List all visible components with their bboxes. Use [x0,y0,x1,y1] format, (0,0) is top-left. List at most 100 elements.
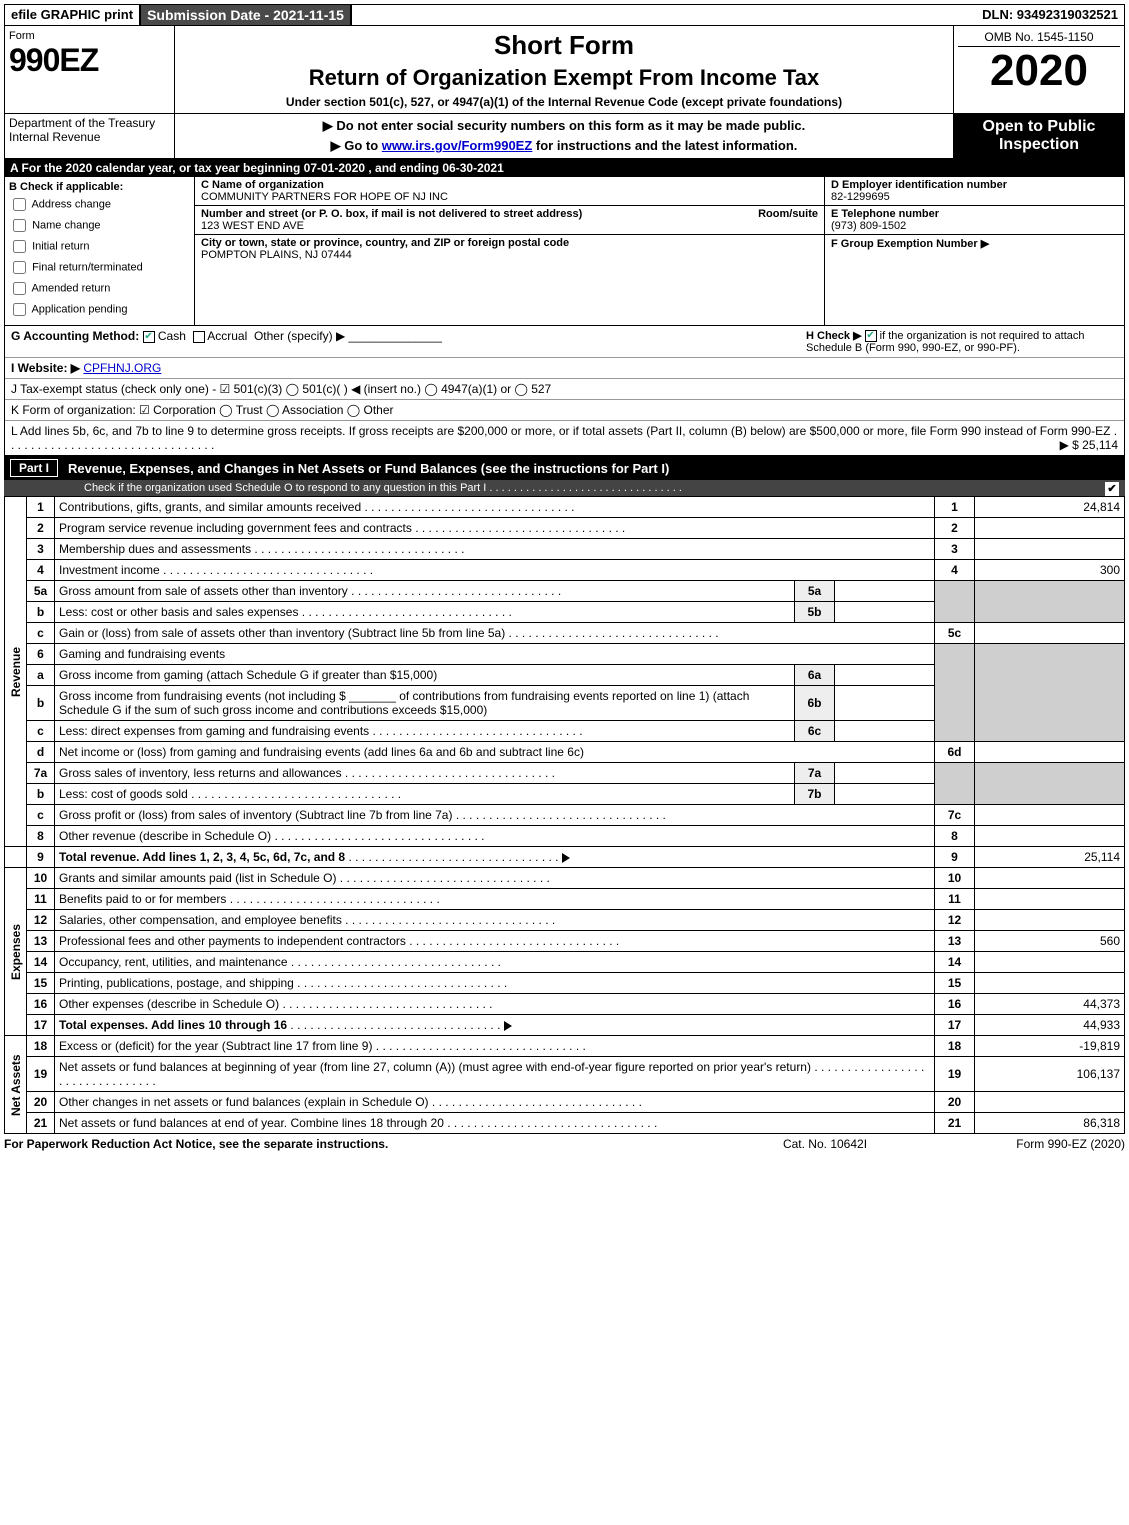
ln-7b-boxval [835,784,935,805]
ln-6c-desc: Less: direct expenses from gaming and fu… [59,724,369,738]
ssn-warning: ▶ Do not enter social security numbers o… [179,118,949,134]
short-form-title: Short Form [181,30,947,61]
ln-5c-num: 5c [935,623,975,644]
open-to-public: Open to Public Inspection [954,114,1124,158]
ln-6-greycol [935,644,975,742]
l-text: L Add lines 5b, 6c, and 7b to line 9 to … [11,424,1110,438]
ln-13-amt: 560 [975,931,1125,952]
revenue-section-label: Revenue [5,497,27,847]
street: 123 WEST END AVE [201,220,304,232]
ln-5c-amt [975,623,1125,644]
chk-amended-return[interactable]: Amended return [9,279,190,298]
ln-16-num: 16 [935,994,975,1015]
col-de: D Employer identification number 82-1299… [824,177,1124,325]
ln-6b-box: 6b [795,686,835,721]
form-header: Form 990EZ Short Form Return of Organiza… [4,26,1125,114]
topbar-spacer [352,5,976,25]
g-cash-check[interactable] [143,331,155,343]
g-accrual-check[interactable] [193,331,205,343]
ln-15-num: 15 [935,973,975,994]
header-right: OMB No. 1545-1150 2020 [954,26,1124,113]
ln-6-desc: Gaming and fundraising events [55,644,935,665]
h-check[interactable] [865,330,877,342]
ln-12-num: 12 [935,910,975,931]
part1-schedule-o-check[interactable]: ✔ [1105,482,1119,496]
efile-print-button[interactable]: efile GRAPHIC print [5,5,141,25]
chk-application-pending[interactable]: Application pending [9,300,190,319]
ln-9: 9 [27,847,55,868]
ln-21-desc: Net assets or fund balances at end of ye… [59,1116,444,1130]
ln-10-num: 10 [935,868,975,889]
chk-name-change[interactable]: Name change [9,216,190,235]
room-label: Room/suite [758,208,818,220]
ln-5a-boxval [835,581,935,602]
page-footer: For Paperwork Reduction Act Notice, see … [4,1134,1125,1154]
tax-year: 2020 [958,49,1120,93]
ln-9-desc: Total revenue. Add lines 1, 2, 3, 4, 5c,… [59,850,345,864]
ln-14-desc: Occupancy, rent, utilities, and maintena… [59,955,288,969]
part1-header: Part I Revenue, Expenses, and Changes in… [4,456,1125,480]
ln-18-amt: -19,819 [975,1036,1125,1057]
ln-7a-desc: Gross sales of inventory, less returns a… [59,766,342,780]
revenue-tail-cell [5,847,27,868]
ln-6b-boxval [835,686,935,721]
ln-6a: a [27,665,55,686]
ln-7a-box: 7a [795,763,835,784]
g-label: G Accounting Method: [11,329,139,343]
ln-10-desc: Grants and similar amounts paid (list in… [59,871,336,885]
ln-21-num: 21 [935,1113,975,1134]
ln-14-amt [975,952,1125,973]
ln-3-amt [975,539,1125,560]
ln-8-num: 8 [935,826,975,847]
chk-final-return[interactable]: Final return/terminated [9,258,190,277]
under-section: Under section 501(c), 527, or 4947(a)(1)… [181,95,947,109]
chk-final-return-label: Final return/terminated [32,261,143,273]
ln-14: 14 [27,952,55,973]
irs-link[interactable]: www.irs.gov/Form990EZ [382,138,533,153]
ln-11: 11 [27,889,55,910]
ln-10: 10 [27,868,55,889]
header-left: Form 990EZ [5,26,175,113]
ln-3-desc: Membership dues and assessments [59,542,251,556]
netassets-section-label: Net Assets [5,1036,27,1134]
chk-address-change[interactable]: Address change [9,195,190,214]
chk-initial-return[interactable]: Initial return [9,237,190,256]
entity-block: B Check if applicable: Address change Na… [4,177,1125,326]
ln-17-amt: 44,933 [975,1015,1125,1036]
line-a-period: A For the 2020 calendar year, or tax yea… [4,159,1125,177]
ln-7c-amt [975,805,1125,826]
footer-left: For Paperwork Reduction Act Notice, see … [4,1137,725,1151]
g-other: Other (specify) ▶ [254,329,345,343]
ln-19-num: 19 [935,1057,975,1092]
ln-11-desc: Benefits paid to or for members [59,892,226,906]
ln-5c-desc: Gain or (loss) from sale of assets other… [59,626,505,640]
org-name-label: C Name of organization [201,179,324,191]
form-code: 990EZ [9,42,170,79]
header-mid: Short Form Return of Organization Exempt… [175,26,954,113]
street-label: Number and street (or P. O. box, if mail… [201,208,582,220]
ln-5a: 5a [27,581,55,602]
ln-7b: b [27,784,55,805]
ln-5a-desc: Gross amount from sale of assets other t… [59,584,348,598]
ln-17-desc: Total expenses. Add lines 10 through 16 [59,1018,287,1032]
city-label: City or town, state or province, country… [201,237,569,249]
dept-line2: Internal Revenue [9,130,170,144]
dln: DLN: 93492319032521 [976,5,1124,25]
ln-7ab-greyamt [975,763,1125,805]
chk-name-change-label: Name change [32,219,101,231]
ln-19-amt: 106,137 [975,1057,1125,1092]
ln-6b: b [27,686,55,721]
part1-tag: Part I [10,459,58,477]
dept-line1: Department of the Treasury [9,116,170,130]
expenses-section-label: Expenses [5,868,27,1036]
ln-6d-num: 6d [935,742,975,763]
footer-cat: Cat. No. 10642I [725,1137,925,1151]
ln-1: 1 [27,497,55,518]
ln-5ab-greycol [935,581,975,623]
website-link[interactable]: CPFHNJ.ORG [83,361,161,375]
h-label: H Check ▶ [806,330,862,342]
ein: 82-1299695 [831,191,890,203]
part1-title: Revenue, Expenses, and Changes in Net As… [68,461,669,476]
ln-16: 16 [27,994,55,1015]
ln-9-num: 9 [935,847,975,868]
